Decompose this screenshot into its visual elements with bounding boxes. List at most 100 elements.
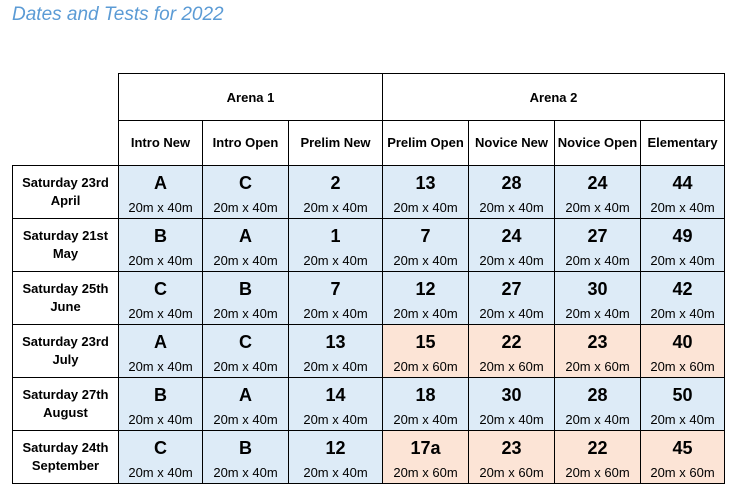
test-cell: A 20m x 40m <box>202 218 289 272</box>
arena-size: 20m x 40m <box>393 412 458 427</box>
test-cell: 42 20m x 40m <box>640 271 725 325</box>
test-number: B <box>239 438 252 458</box>
test-cell: 7 20m x 40m <box>382 218 469 272</box>
test-cell: 15 20m x 60m <box>382 324 469 378</box>
arena-size: 20m x 40m <box>303 253 368 268</box>
arena-size: 20m x 40m <box>303 359 368 374</box>
date-cell: Saturday 23rd July <box>12 324 119 378</box>
arena-size: 20m x 40m <box>303 306 368 321</box>
page-title: Dates and Tests for 2022 <box>12 4 224 25</box>
test-cell: 27 20m x 40m <box>554 218 641 272</box>
table-row: Saturday 23rd July A 20m x 40m C 20m x 40m 13… <box>12 324 725 378</box>
column-header-row: Intro New Intro Open Prelim New Prelim Open… <box>13 120 725 166</box>
test-cell: 27 20m x 40m <box>468 271 555 325</box>
arena-size: 20m x 40m <box>650 253 715 268</box>
column-header: Novice Open <box>554 120 641 166</box>
arena-size: 20m x 40m <box>565 253 630 268</box>
test-cell: 40 20m x 60m <box>640 324 725 378</box>
arena-size: 20m x 60m <box>479 359 544 374</box>
arena-size: 20m x 40m <box>128 465 193 480</box>
test-number: 23 <box>587 332 608 352</box>
test-cell: 28 20m x 40m <box>468 165 555 219</box>
test-cell: 2 20m x 40m <box>288 165 383 219</box>
date-cell: Saturday 27th August <box>12 377 119 431</box>
arena-size: 20m x 40m <box>213 359 278 374</box>
arena-size: 20m x 40m <box>303 465 368 480</box>
schedule-body: Saturday 23rd April A 20m x 40m C 20m x 40m 2… <box>12 165 725 484</box>
test-cell: 30 20m x 40m <box>554 271 641 325</box>
test-cell: 18 20m x 40m <box>382 377 469 431</box>
arena-size: 20m x 40m <box>213 412 278 427</box>
test-cell: B 20m x 40m <box>202 430 289 484</box>
test-number: 2 <box>330 173 341 193</box>
arena-size: 20m x 60m <box>393 359 458 374</box>
test-cell: 50 20m x 40m <box>640 377 725 431</box>
test-number: 18 <box>415 385 436 405</box>
table-row: Saturday 24th September C 20m x 40m B 20m x … <box>12 430 725 484</box>
test-cell: C 20m x 40m <box>118 271 203 325</box>
arena-size: 20m x 40m <box>393 306 458 321</box>
test-number: 24 <box>501 226 522 246</box>
arena-size: 20m x 40m <box>128 412 193 427</box>
arena-size: 20m x 40m <box>650 306 715 321</box>
test-number: 15 <box>415 332 436 352</box>
test-cell: 22 20m x 60m <box>468 324 555 378</box>
test-number: C <box>154 279 167 299</box>
test-number: A <box>154 332 167 352</box>
arena-size: 20m x 40m <box>479 200 544 215</box>
test-number: B <box>239 279 252 299</box>
table-row: Saturday 21st May B 20m x 40m A 20m x 40m 1 20… <box>12 218 725 272</box>
test-cell: C 20m x 40m <box>118 430 203 484</box>
test-number: 45 <box>672 438 693 458</box>
test-number: C <box>154 438 167 458</box>
test-number: 44 <box>672 173 693 193</box>
test-number: 42 <box>672 279 693 299</box>
test-cell: 23 20m x 60m <box>468 430 555 484</box>
test-number: 22 <box>501 332 522 352</box>
arena-size: 20m x 60m <box>650 359 715 374</box>
arena-size: 20m x 60m <box>650 465 715 480</box>
test-cell: 13 20m x 40m <box>382 165 469 219</box>
schedule-table: Arena 1 Arena 2 Intro New Intro Open Preli… <box>12 73 725 484</box>
arena-size: 20m x 40m <box>393 200 458 215</box>
column-header: Prelim Open <box>382 120 469 166</box>
arena-size: 20m x 60m <box>565 465 630 480</box>
test-number: A <box>154 173 167 193</box>
arena-size: 20m x 40m <box>565 200 630 215</box>
test-number: B <box>154 385 167 405</box>
test-cell: 44 20m x 40m <box>640 165 725 219</box>
test-cell: B 20m x 40m <box>118 218 203 272</box>
test-number: C <box>239 173 252 193</box>
table-row: Saturday 25th June C 20m x 40m B 20m x 40m 7 2… <box>12 271 725 325</box>
test-number: 12 <box>415 279 436 299</box>
test-number: 7 <box>420 226 431 246</box>
test-cell: 17a 20m x 60m <box>382 430 469 484</box>
arena-size: 20m x 40m <box>303 200 368 215</box>
test-cell: C 20m x 40m <box>202 165 289 219</box>
column-header: Intro Open <box>202 120 289 166</box>
date-cell: Saturday 24th September <box>12 430 119 484</box>
test-number: 7 <box>330 279 341 299</box>
test-number: 13 <box>415 173 436 193</box>
test-number: C <box>239 332 252 352</box>
test-cell: A 20m x 40m <box>118 324 203 378</box>
test-number: 1 <box>330 226 341 246</box>
arena-2-header: Arena 2 <box>382 73 725 121</box>
test-number: A <box>239 385 252 405</box>
test-cell: 12 20m x 40m <box>382 271 469 325</box>
column-header: Novice New <box>468 120 555 166</box>
test-cell: C 20m x 40m <box>202 324 289 378</box>
test-number: 22 <box>587 438 608 458</box>
test-number: A <box>239 226 252 246</box>
arena-1-header: Arena 1 <box>118 73 383 121</box>
test-cell: 22 20m x 60m <box>554 430 641 484</box>
corner-cell <box>12 73 119 166</box>
arena-size: 20m x 60m <box>479 465 544 480</box>
arena-size: 20m x 40m <box>213 465 278 480</box>
test-cell: 24 20m x 40m <box>468 218 555 272</box>
arena-size: 20m x 40m <box>479 412 544 427</box>
test-number: 30 <box>501 385 522 405</box>
test-number: 24 <box>587 173 608 193</box>
test-cell: 45 20m x 60m <box>640 430 725 484</box>
test-number: 14 <box>325 385 346 405</box>
